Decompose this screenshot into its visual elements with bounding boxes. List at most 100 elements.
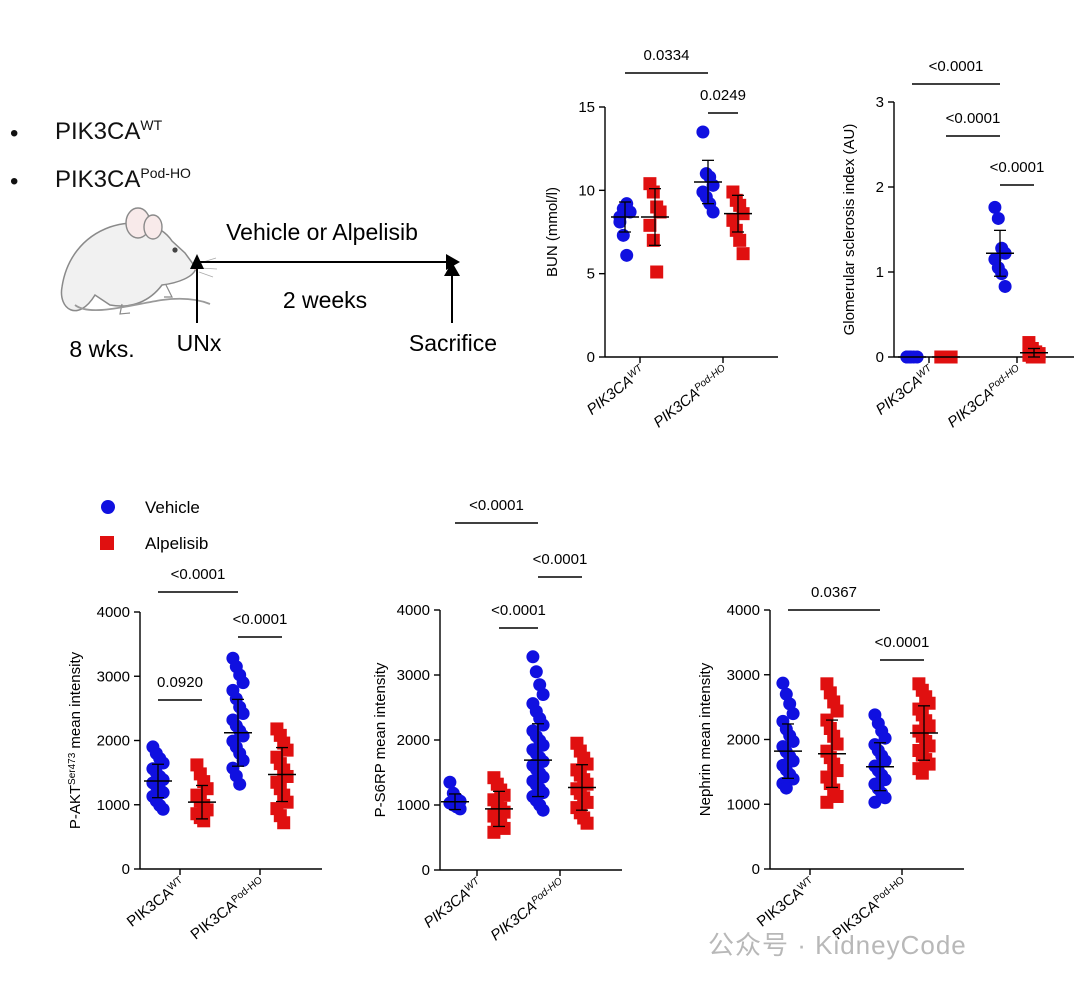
x-category-label: PIK3CAWT bbox=[583, 362, 649, 419]
alpelisib-data-point bbox=[497, 821, 511, 835]
p-value-label: <0.0001 bbox=[491, 602, 546, 619]
y-axis-label: BUN (mmol/l) bbox=[544, 187, 561, 277]
alpelisib-data-point bbox=[197, 814, 211, 828]
p-value-label: <0.0001 bbox=[946, 110, 1001, 127]
timeline-end-arrow bbox=[446, 254, 460, 270]
vehicle-data-point bbox=[779, 781, 793, 795]
alpelisib-data-point bbox=[580, 757, 594, 771]
bullet-dot: • bbox=[10, 120, 19, 147]
legend-vehicle-marker bbox=[101, 500, 115, 514]
vehicle-data-point bbox=[776, 676, 790, 690]
y-tick-label: 3000 bbox=[727, 667, 760, 684]
y-tick-label: 1000 bbox=[97, 797, 130, 814]
vehicle-data-point bbox=[536, 718, 550, 732]
vehicle-data-point bbox=[536, 803, 550, 817]
alpelisib-data-point bbox=[830, 764, 844, 778]
watermark: 公众号 · KidneyCode bbox=[708, 930, 967, 960]
experiment-timeline: Vehicle or Alpelisib 2 weeks 8 wks. UNx … bbox=[60, 207, 497, 362]
vehicle-data-point bbox=[878, 731, 892, 745]
alpelisib-data-point bbox=[277, 816, 291, 830]
y-tick-label: 5 bbox=[587, 266, 595, 283]
sacrifice-arrow-head bbox=[444, 262, 460, 276]
y-tick-label: 0 bbox=[876, 349, 884, 366]
y-tick-label: 2 bbox=[876, 179, 884, 196]
treatment-label: Vehicle or Alpelisib bbox=[226, 219, 418, 245]
p-value-label: <0.0001 bbox=[875, 634, 930, 651]
genotype-pod-ho: PIK3CAPod-HO bbox=[55, 165, 191, 193]
alpelisib-data-point bbox=[830, 704, 844, 718]
alpelisib-data-point bbox=[653, 205, 667, 219]
alpelisib-data-point bbox=[733, 233, 747, 247]
vehicle-data-point bbox=[236, 707, 250, 721]
sacrifice-label: Sacrifice bbox=[409, 330, 497, 356]
p-value-label: 0.0920 bbox=[157, 674, 203, 691]
vehicle-data-point bbox=[988, 200, 1002, 214]
y-tick-label: 1000 bbox=[727, 796, 760, 813]
duration-label: 2 weeks bbox=[283, 287, 367, 313]
alpelisib-data-point bbox=[830, 737, 844, 751]
y-tick-label: 4000 bbox=[397, 602, 430, 619]
y-tick-label: 0 bbox=[422, 862, 430, 879]
p-value-label: <0.0001 bbox=[990, 159, 1045, 176]
x-category-label: PIK3CAWT bbox=[123, 874, 188, 930]
nephrin-chart: 0 1000 2000 3000 4000 Nephrin mean intensity P… bbox=[697, 584, 964, 943]
vehicle-data-point bbox=[529, 665, 543, 679]
vehicle-data-point bbox=[868, 795, 882, 809]
y-tick-label: 4000 bbox=[727, 602, 760, 619]
genotype-wt: PIK3CAWT bbox=[55, 117, 163, 145]
vehicle-data-point bbox=[536, 688, 550, 701]
vehicle-data-point bbox=[696, 125, 710, 139]
vehicle-data-point bbox=[443, 775, 457, 789]
alpelisib-data-point bbox=[736, 247, 750, 261]
x-category-label: PIK3CAPod-HO bbox=[650, 362, 731, 431]
mouse-icon bbox=[60, 207, 218, 315]
vehicle-data-point bbox=[533, 678, 547, 692]
vehicle-data-point bbox=[616, 228, 630, 242]
x-category-label: PIK3CAWT bbox=[420, 875, 486, 932]
x-category-label: PIK3CAPod-HO bbox=[487, 875, 568, 944]
y-tick-label: 2000 bbox=[727, 732, 760, 749]
x-category-label: PIK3CAWT bbox=[753, 874, 818, 930]
y-tick-label: 3000 bbox=[97, 668, 130, 685]
vehicle-data-point bbox=[878, 773, 892, 787]
alpelisib-data-point bbox=[820, 795, 834, 809]
y-tick-label: 0 bbox=[122, 861, 130, 878]
p-value-label: 0.0334 bbox=[644, 47, 690, 64]
y-tick-label: 1000 bbox=[397, 797, 430, 814]
alpelisib-data-point bbox=[922, 696, 936, 710]
y-tick-label: 4000 bbox=[97, 604, 130, 621]
alpelisib-data-point bbox=[580, 816, 594, 830]
vehicle-data-point bbox=[526, 650, 540, 664]
p-value-label: <0.0001 bbox=[233, 611, 288, 628]
alpelisib-data-point bbox=[726, 213, 740, 227]
legend-alpelisib-label: Alpelisib bbox=[145, 534, 208, 553]
p-value-label: <0.0001 bbox=[533, 551, 588, 568]
p-value-label: <0.0001 bbox=[929, 58, 984, 75]
alpelisib-data-point bbox=[646, 185, 660, 199]
vehicle-data-point bbox=[156, 802, 170, 816]
vehicle-data-point bbox=[786, 754, 800, 768]
alpelisib-data-point bbox=[830, 789, 844, 803]
p-value-label: <0.0001 bbox=[469, 497, 524, 514]
x-category-label: PIK3CAWT bbox=[872, 362, 938, 419]
alpelisib-data-point bbox=[646, 233, 660, 247]
alpelisib-data-point bbox=[650, 265, 664, 279]
vehicle-data-point bbox=[233, 777, 247, 791]
alpelisib-data-point bbox=[280, 743, 294, 757]
y-tick-label: 1 bbox=[876, 264, 884, 281]
p-value-label: 0.0249 bbox=[700, 87, 746, 104]
alpelisib-data-point bbox=[280, 769, 294, 783]
p-value-label: 0.0367 bbox=[811, 584, 857, 601]
vehicle-data-point bbox=[878, 791, 892, 805]
vehicle-data-point bbox=[786, 734, 800, 748]
age-label: 8 wks. bbox=[69, 336, 134, 362]
vehicle-data-point bbox=[706, 205, 720, 219]
legend-alpelisib-marker bbox=[100, 536, 114, 550]
y-tick-label: 3000 bbox=[397, 667, 430, 684]
vehicle-data-point bbox=[995, 267, 1009, 281]
alpelisib-data-point bbox=[922, 719, 936, 733]
y-tick-label: 0 bbox=[752, 861, 760, 878]
alpelisib-data-point bbox=[580, 795, 594, 809]
y-tick-label: 3 bbox=[876, 94, 884, 111]
